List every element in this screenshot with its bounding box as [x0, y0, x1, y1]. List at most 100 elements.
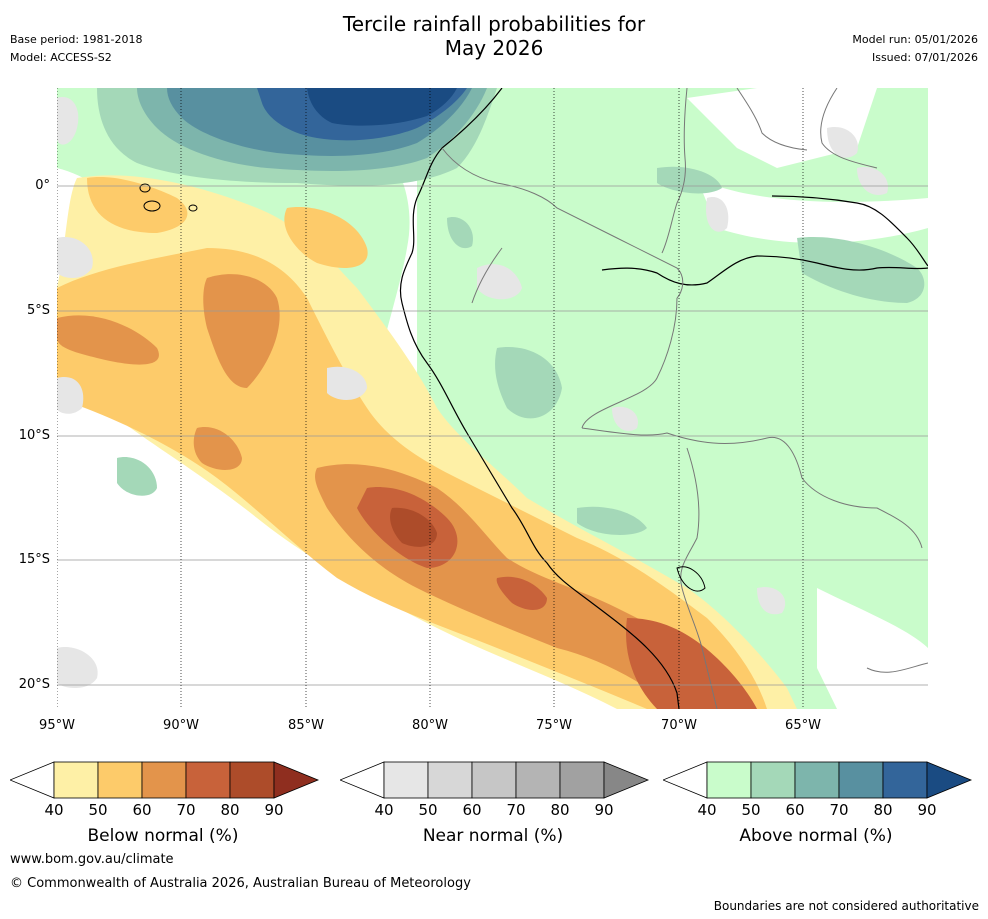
- below-normal-50: [87, 177, 188, 233]
- near-normal-40: [57, 97, 79, 145]
- below-normal-70: [626, 618, 757, 709]
- below-normal-swatch: [229, 761, 275, 799]
- below-normal-tick-label: 50: [88, 801, 108, 819]
- coastline: [399, 88, 680, 709]
- lake-titicaca: [676, 566, 706, 592]
- above-normal-label: Above normal (%): [739, 826, 893, 846]
- near-normal-swatch: [515, 761, 561, 799]
- meta-right: Model run: 05/01/2026 Issued: 07/01/2026: [852, 31, 978, 67]
- above-normal-tick-label: 60: [785, 801, 805, 819]
- near-normal-tick-label: 90: [594, 801, 614, 819]
- above-normal-tick-label: 50: [741, 801, 761, 819]
- below-normal-swatch: [141, 761, 187, 799]
- above-normal-swatch: [706, 761, 752, 799]
- country-border: [820, 88, 878, 169]
- country-border: [866, 662, 928, 673]
- above-normal-swatch: [838, 761, 884, 799]
- lat-label-15s: 15°S: [18, 552, 50, 567]
- near-normal-tick-label: 50: [418, 801, 438, 819]
- below-normal-tick-label: 80: [220, 801, 240, 819]
- below-normal-60: [193, 427, 242, 470]
- near-normal-swatch: [559, 761, 605, 799]
- galapagos-island: [139, 183, 151, 193]
- below-normal-swatch: [97, 761, 143, 799]
- near-normal-40: [827, 127, 858, 158]
- lon-label-85w: 85°W: [288, 718, 324, 733]
- chart-title: Tercile rainfall probabilities for May 2…: [0, 12, 988, 60]
- below-normal-swatch: [53, 761, 99, 799]
- model-name: Model: ACCESS-S2: [10, 51, 112, 64]
- river-line: [601, 255, 928, 286]
- near-normal-low-arrow: [340, 761, 385, 799]
- above-normal-tick-label: 80: [873, 801, 893, 819]
- lon-label-95w: 95°W: [39, 718, 75, 733]
- model-run: Model run: 05/01/2026: [852, 33, 978, 46]
- river-line: [771, 195, 928, 267]
- below-normal-high-arrow: [273, 761, 320, 799]
- lat-label-20s: 20°S: [18, 677, 50, 692]
- below-normal-50: [284, 207, 368, 268]
- above-normal-50: [577, 506, 647, 535]
- website-text: www.bom.gov.au/climate: [10, 852, 174, 867]
- lon-label-70w: 70°W: [661, 718, 697, 733]
- above-normal-low-arrow: [663, 761, 708, 799]
- country-border: [471, 247, 503, 304]
- no-signal-region: [687, 88, 877, 168]
- above-normal-swatch: [882, 761, 928, 799]
- below-normal-tick-label: 70: [176, 801, 196, 819]
- title-line-1: Tercile rainfall probabilities for: [342, 12, 646, 36]
- near-normal-40: [857, 167, 888, 196]
- lat-label-0: 0°: [35, 178, 50, 193]
- near-normal-swatch: [383, 761, 429, 799]
- grid-lines: [57, 185, 928, 686]
- below-normal-label: Below normal (%): [87, 826, 239, 846]
- meta-left: Base period: 1981-2018 Model: ACCESS-S2: [10, 31, 142, 67]
- lon-label-75w: 75°W: [536, 718, 572, 733]
- near-normal-label: Near normal (%): [422, 826, 564, 846]
- near-normal-swatch: [471, 761, 517, 799]
- above-normal-swatch: [750, 761, 796, 799]
- disclaimer-text: Boundaries are not considered authoritat…: [713, 899, 979, 913]
- near-normal-tick-label: 40: [374, 801, 394, 819]
- near-normal-40: [57, 237, 93, 278]
- near-normal-40: [57, 647, 98, 688]
- probability-map: [57, 88, 928, 709]
- near-normal-swatch: [427, 761, 473, 799]
- below-normal-60: [203, 274, 280, 388]
- country-border: [661, 88, 688, 254]
- above-normal-50: [447, 217, 473, 249]
- country-border: [441, 147, 684, 299]
- country-border: [581, 427, 923, 549]
- title-line-2: May 2026: [444, 36, 544, 60]
- near-normal-40: [327, 366, 367, 400]
- base-period: Base period: 1981-2018: [10, 33, 143, 46]
- above-normal-90: [307, 88, 457, 126]
- above-normal-tick-label: 40: [697, 801, 717, 819]
- lon-label-80w: 80°W: [412, 718, 448, 733]
- near-normal-40: [757, 587, 786, 615]
- no-signal-region: [817, 588, 928, 709]
- below-normal-low-arrow: [10, 761, 55, 799]
- near-normal-tick-label: 70: [506, 801, 526, 819]
- no-signal-region: [697, 178, 928, 243]
- country-border: [680, 447, 718, 709]
- near-normal-colorbar: [340, 761, 650, 799]
- lat-label-10s: 10°S: [18, 428, 50, 443]
- above-normal-swatch: [794, 761, 840, 799]
- galapagos-island: [143, 200, 161, 212]
- near-normal-40: [706, 197, 729, 232]
- no-signal-region: [357, 128, 417, 388]
- below-normal-colorbar: [10, 761, 320, 799]
- above-normal-tick-label: 70: [829, 801, 849, 819]
- above-normal-high-arrow: [926, 761, 973, 799]
- country-border: [581, 297, 678, 429]
- near-normal-high-arrow: [603, 761, 650, 799]
- galapagos-island: [188, 204, 198, 212]
- below-normal-70: [496, 576, 547, 610]
- near-normal-40: [477, 264, 522, 300]
- below-normal-60: [57, 315, 159, 365]
- copyright-text: © Commonwealth of Australia 2026, Austra…: [10, 876, 471, 891]
- near-normal-tick-label: 80: [550, 801, 570, 819]
- above-normal-50: [657, 166, 722, 194]
- lon-label-90w: 90°W: [163, 718, 199, 733]
